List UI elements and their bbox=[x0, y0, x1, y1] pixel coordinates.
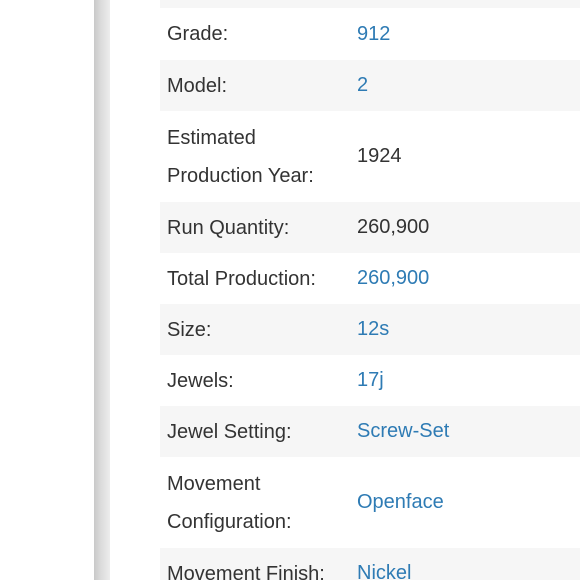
spec-row-total-production: Total Production: 260,900 bbox=[160, 253, 580, 304]
spec-row-size: Size: 12s bbox=[160, 304, 580, 355]
spec-label: Jewel Setting: bbox=[167, 420, 292, 443]
spec-row-run-quantity: Run Quantity: 260,900 bbox=[160, 202, 580, 253]
left-gutter bbox=[0, 0, 94, 580]
grade-link[interactable]: 912 bbox=[357, 22, 391, 45]
previous-row-strip bbox=[160, 0, 580, 8]
run-quantity-value: 260,900 bbox=[357, 216, 430, 238]
spec-label: Size: bbox=[167, 318, 212, 341]
spec-row-model: Model: 2 bbox=[160, 60, 580, 111]
spec-label: Model: bbox=[167, 74, 228, 97]
jewels-link[interactable]: 17j bbox=[357, 369, 384, 391]
total-production-link[interactable]: 260,900 bbox=[357, 267, 430, 289]
estimated-production-year-value: 1924 bbox=[357, 145, 402, 167]
model-link[interactable]: 2 bbox=[357, 74, 369, 96]
spec-label: Estimated Production Year: bbox=[167, 126, 314, 187]
movement-finish-link[interactable]: Nickel bbox=[357, 562, 412, 580]
jewel-setting-link[interactable]: Screw-Set bbox=[357, 420, 450, 442]
spec-row-estimated-production-year: Estimated Production Year: 1924 bbox=[160, 111, 580, 202]
movement-configuration-link[interactable]: Openface bbox=[357, 491, 444, 513]
spec-row-grade: Grade: 912 bbox=[160, 8, 580, 60]
spec-label: Jewels: bbox=[167, 369, 234, 392]
spec-label: Movement Finish: bbox=[167, 562, 325, 580]
panel-edge-shadow bbox=[94, 0, 110, 580]
spec-label: Grade: bbox=[167, 23, 229, 45]
size-link[interactable]: 12s bbox=[357, 318, 390, 340]
spec-row-jewel-setting: Jewel Setting: Screw-Set bbox=[160, 406, 580, 457]
spec-row-movement-finish: Movement Finish: Nickel bbox=[160, 548, 580, 580]
spec-row-movement-configuration: Movement Configuration: Openface bbox=[160, 457, 580, 548]
spec-label: Total Production: bbox=[167, 267, 316, 290]
spec-label: Run Quantity: bbox=[167, 216, 290, 239]
spec-row-jewels: Jewels: 17j bbox=[160, 355, 580, 406]
spec-label: Movement Configuration: bbox=[167, 472, 292, 533]
